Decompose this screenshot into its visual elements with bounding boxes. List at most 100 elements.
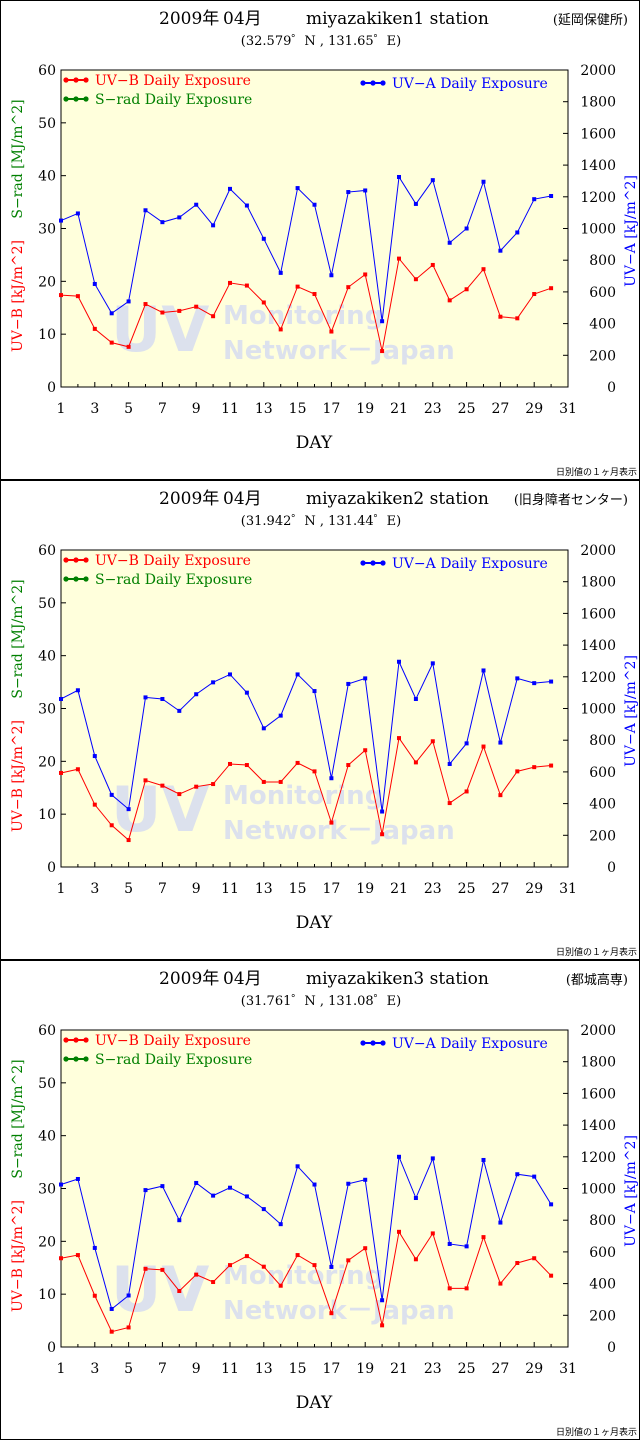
data-point xyxy=(126,1293,131,1298)
legend-uva-marker xyxy=(380,1040,386,1046)
watermark-logo: UV xyxy=(111,293,209,366)
y-left-tick-label: 30 xyxy=(38,222,56,238)
chart-title-month: 04月 xyxy=(223,969,262,989)
x-tick-label: 27 xyxy=(491,1361,509,1377)
data-point xyxy=(515,316,520,321)
data-point xyxy=(75,688,80,693)
y-right-tick-label: 1000 xyxy=(580,222,616,238)
chart-station-name: miyazakiken2 station xyxy=(306,489,489,509)
legend-uvb-label: UV−B Daily Exposure xyxy=(95,73,251,89)
legend-srad-label: S−rad Daily Exposure xyxy=(95,572,252,588)
x-tick-label: 19 xyxy=(356,1361,374,1377)
data-point xyxy=(244,203,249,208)
x-tick-label: 1 xyxy=(57,1361,66,1377)
y-left-label-srad: S−rad [MJ/m^2] xyxy=(10,579,26,698)
series-line-uva xyxy=(60,659,552,812)
data-point xyxy=(329,776,334,781)
y-right-tick-label: 1600 xyxy=(580,606,616,622)
x-tick-label: 21 xyxy=(390,1361,408,1377)
watermark-line1: Monitoring xyxy=(223,1261,383,1291)
data-point xyxy=(430,1231,435,1236)
y-right-tick-label: 1000 xyxy=(580,702,616,718)
y-left-tick-label: 60 xyxy=(38,63,56,79)
x-tick-label: 17 xyxy=(322,881,340,897)
chart-title-year: 2009年 xyxy=(159,969,219,989)
y-right-tick-label: 600 xyxy=(589,1245,616,1261)
data-point xyxy=(177,308,182,313)
data-point xyxy=(498,248,503,253)
data-point xyxy=(109,792,114,797)
x-tick-label: 31 xyxy=(559,881,577,897)
data-point xyxy=(261,779,266,784)
legend-uva-marker xyxy=(360,560,366,566)
x-tick-label: 9 xyxy=(192,401,201,417)
data-point xyxy=(295,672,300,677)
legend-uvb-label: UV−B Daily Exposure xyxy=(95,553,251,569)
x-tick-label: 17 xyxy=(322,1361,340,1377)
data-point xyxy=(397,256,401,261)
data-point xyxy=(329,1311,334,1316)
data-point xyxy=(295,284,300,289)
x-tick-label: 3 xyxy=(90,401,99,417)
legend-uva-label: UV−A Daily Exposure xyxy=(392,1036,548,1052)
data-point xyxy=(194,304,199,309)
chart-svg: 2009年 04月 miyazakiken1 station (延岡保健所) (32.5… xyxy=(10,9,639,478)
data-point xyxy=(160,696,165,701)
y-left-tick-label: 60 xyxy=(38,1023,56,1039)
data-point xyxy=(143,695,148,700)
data-point xyxy=(228,1263,232,1268)
series-line-uva xyxy=(60,175,552,322)
data-point xyxy=(312,769,317,774)
y-right-tick-label: 1200 xyxy=(580,1150,616,1166)
data-point xyxy=(211,782,216,787)
data-point xyxy=(177,1218,182,1223)
legend-srad-marker xyxy=(73,96,79,102)
watermark-line2: Network－Japan xyxy=(223,336,455,366)
y-right-tick-label: 2000 xyxy=(580,1023,616,1039)
data-point xyxy=(126,299,131,304)
data-point xyxy=(312,1263,317,1268)
data-point xyxy=(532,1174,537,1179)
series-line-uvb xyxy=(60,736,552,841)
y-right-label: UV−A [kJ/m^2] xyxy=(623,175,639,287)
data-point xyxy=(549,194,554,199)
data-point xyxy=(295,1253,300,1258)
y-left-tick-label: 30 xyxy=(38,1182,56,1198)
legend-uvb-label: UV−B Daily Exposure xyxy=(95,1033,251,1049)
data-point xyxy=(244,1254,249,1259)
y-left-label-srad: S−rad [MJ/m^2] xyxy=(10,99,26,218)
data-point xyxy=(549,1202,554,1207)
data-point xyxy=(92,1245,97,1250)
y-right-tick-label: 1400 xyxy=(580,1118,616,1134)
data-point xyxy=(261,236,266,241)
y-left-tick-label: 30 xyxy=(38,702,56,718)
data-point xyxy=(194,784,199,789)
chart-panel-1: 2009年 04月 miyazakiken1 station (延岡保健所) (32.5… xyxy=(0,0,640,480)
x-tick-label: 25 xyxy=(458,881,476,897)
y-right-tick-label: 0 xyxy=(607,380,616,396)
data-point xyxy=(244,283,249,288)
y-right-tick-label: 400 xyxy=(589,1277,616,1293)
data-point xyxy=(413,760,418,765)
y-right-tick-label: 1400 xyxy=(580,638,616,654)
y-left-tick-label: 50 xyxy=(38,116,56,132)
x-tick-label: 9 xyxy=(192,881,201,897)
x-tick-label: 25 xyxy=(458,401,476,417)
data-point xyxy=(532,765,537,770)
x-tick-label: 5 xyxy=(124,401,133,417)
data-point xyxy=(75,211,80,216)
data-point xyxy=(413,1196,418,1201)
data-point xyxy=(464,287,469,292)
x-tick-label: 19 xyxy=(356,881,374,897)
data-point xyxy=(481,267,486,272)
legend-srad-marker xyxy=(83,576,89,582)
data-point xyxy=(397,174,401,179)
data-point xyxy=(549,1273,554,1278)
y-right-tick-label: 0 xyxy=(607,1340,616,1356)
data-point xyxy=(261,1264,266,1269)
data-point xyxy=(160,1184,165,1189)
data-point xyxy=(397,1229,401,1234)
data-point xyxy=(312,689,317,694)
legend-uva-marker xyxy=(360,1040,366,1046)
y-left-tick-label: 50 xyxy=(38,1076,56,1092)
